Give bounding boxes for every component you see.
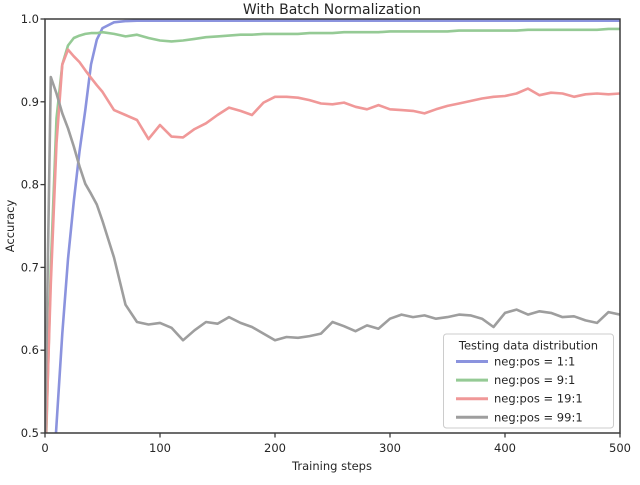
y-tick-label: 0.6 xyxy=(21,343,39,357)
legend-entries: neg:pos = 1:1 neg:pos = 9:1 neg:pos = 19:1… xyxy=(456,355,583,424)
y-tick-label: 0.8 xyxy=(21,178,39,192)
y-tick-label: 0.7 xyxy=(21,260,39,274)
chart-title: With Batch Normalization xyxy=(243,2,421,18)
series-line-neg-pos-19-1 xyxy=(45,48,620,433)
series-line-neg-pos-1-1 xyxy=(54,19,620,433)
legend-entry-label: neg:pos = 19:1 xyxy=(494,392,583,406)
y-tick-label: 0.9 xyxy=(21,95,39,109)
x-tick-label: 500 xyxy=(609,441,631,455)
y-axis-label: Accuracy xyxy=(3,200,17,253)
series-line-neg-pos-9-1 xyxy=(45,27,620,433)
legend-title: Testing data distribution xyxy=(458,339,598,353)
plot-frame xyxy=(44,18,621,434)
series-lines xyxy=(45,19,620,433)
x-tick-label: 100 xyxy=(149,441,171,455)
x-tick-label: 300 xyxy=(379,441,401,455)
series-line-neg-pos-99-1 xyxy=(45,75,620,433)
legend-entry-label: neg:pos = 99:1 xyxy=(494,410,583,424)
x-tick-label: 400 xyxy=(494,441,516,455)
legend-entry-label: neg:pos = 1:1 xyxy=(494,355,575,369)
axis-ticks: 0 100 200 300 400 500 0.5 0.6 0.7 0.8 0.9 1.0 xyxy=(21,12,631,455)
x-tick-label: 200 xyxy=(264,441,286,455)
x-tick-label: 0 xyxy=(41,441,48,455)
legend-entry-label: neg:pos = 9:1 xyxy=(494,373,575,387)
legend: Testing data distribution neg:pos = 1:1n… xyxy=(443,333,614,429)
x-axis-label: Training steps xyxy=(291,459,372,473)
y-tick-label: 1.0 xyxy=(21,12,39,26)
legend-box xyxy=(443,333,614,429)
y-tick-label: 0.5 xyxy=(21,426,39,440)
